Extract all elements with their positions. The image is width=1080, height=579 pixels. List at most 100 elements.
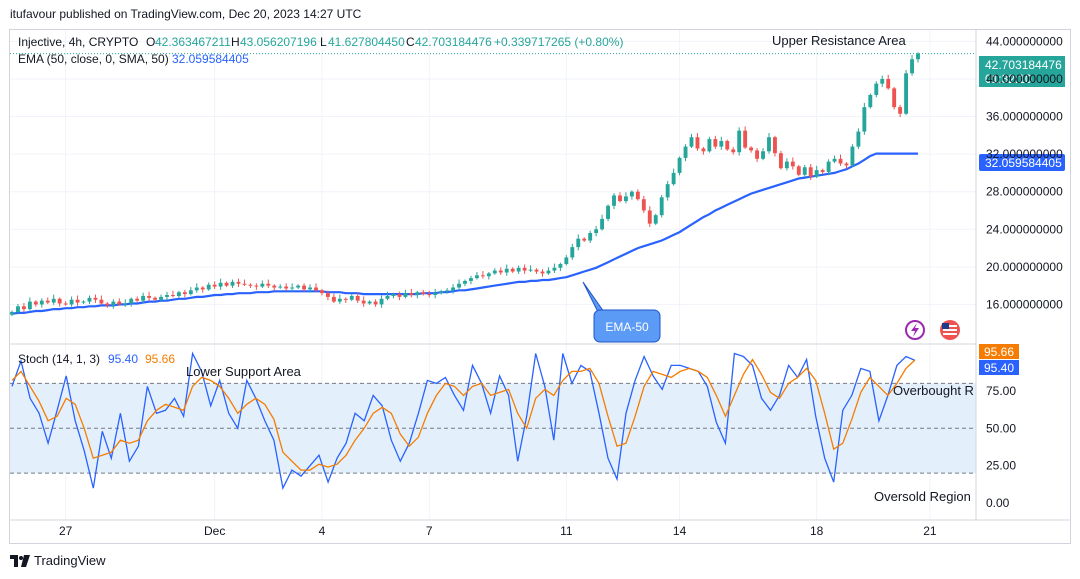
candle-body <box>159 296 163 300</box>
candle-body <box>63 303 68 305</box>
us-flag-icon[interactable] <box>940 320 960 340</box>
candle-body <box>117 301 122 305</box>
ema-50-line <box>11 152 918 315</box>
candle-body <box>659 197 664 216</box>
last-price-value: 42.703184476 <box>985 58 1062 72</box>
candle-body <box>349 295 354 300</box>
overbought-label: Overbought R <box>893 383 974 398</box>
candle-body <box>784 161 789 169</box>
candle-body <box>606 205 610 219</box>
candle-body <box>445 290 450 292</box>
candle-body <box>81 301 86 303</box>
candle-body <box>236 281 241 284</box>
candle-body <box>248 284 253 286</box>
candle-body <box>325 293 330 297</box>
candle-body <box>552 267 557 271</box>
candle-body <box>588 233 593 241</box>
candle-body <box>802 167 807 175</box>
candle-body <box>474 275 479 279</box>
candle-body <box>331 296 336 302</box>
candle-body <box>439 291 444 294</box>
candle-body <box>594 229 599 234</box>
candle-body <box>290 287 295 289</box>
price-tick-label: 40.000000000 <box>986 72 1063 86</box>
price-tick-label: 20.000000000 <box>986 260 1063 274</box>
candle-body <box>522 267 527 271</box>
candle-body <box>486 273 491 277</box>
candle-body <box>778 153 783 169</box>
time-tick-label: 7 <box>426 524 433 538</box>
candle-body <box>635 191 640 200</box>
candle-body <box>361 300 366 304</box>
candle-body <box>576 238 581 248</box>
candle-body <box>886 78 891 89</box>
candle-body <box>749 147 754 151</box>
candle-body <box>546 270 551 274</box>
candle-body <box>200 287 205 290</box>
candle-body <box>653 215 658 224</box>
candle-body <box>45 300 50 303</box>
ema-callout: EMA-50 <box>582 281 661 343</box>
stoch-legend-d: 95.66 <box>145 352 175 366</box>
candle-body <box>242 283 247 285</box>
candle-body <box>230 281 235 286</box>
candle-body <box>564 257 569 265</box>
stoch-k-badge: 95.40 <box>984 361 1014 375</box>
price-tick-label: 44.000000000 <box>986 34 1063 48</box>
candle-body <box>111 301 116 306</box>
candle-body <box>427 294 432 296</box>
candle-body <box>892 88 897 108</box>
candle-body <box>27 301 32 310</box>
candle-body <box>743 130 748 148</box>
tradingview-footer[interactable]: TradingView <box>10 553 106 568</box>
candle-body <box>683 146 688 158</box>
candle-body <box>284 286 289 289</box>
candle-body <box>343 298 348 300</box>
ema-legend-label[interactable]: EMA (50, close, 0, SMA, 50) <box>18 52 169 66</box>
candle-body <box>808 167 813 177</box>
candle-body <box>260 283 265 287</box>
flash-icon[interactable] <box>905 320 925 340</box>
candle-body <box>451 287 456 291</box>
candle-body <box>516 267 521 272</box>
candle-body <box>87 297 92 302</box>
candle-body <box>707 139 712 152</box>
candle-body <box>510 268 515 272</box>
candle-body <box>534 269 539 272</box>
candle-body <box>355 295 360 301</box>
candle-body <box>409 293 414 296</box>
candle-body <box>21 306 26 310</box>
candle-body <box>367 301 372 304</box>
candle-body <box>16 306 20 312</box>
ema-callout-text: EMA-50 <box>605 320 649 334</box>
symbol-label[interactable]: Injective, 4h, CRYPTO <box>18 35 138 49</box>
candle-body <box>10 311 14 315</box>
stoch-legend-label[interactable]: Stoch (14, 1, 3) <box>18 352 100 366</box>
candle-body <box>469 278 473 281</box>
stoch-tick-label: 0.00 <box>986 496 1010 510</box>
candle-body <box>206 284 211 290</box>
lower-support-label: Lower Support Area <box>186 364 302 379</box>
stoch-legend-k: 95.40 <box>108 352 138 366</box>
published-info: itufavour published on TradingView.com, … <box>10 7 362 21</box>
candle-body <box>254 285 259 287</box>
candle-body <box>391 294 396 296</box>
candle-body <box>415 292 420 296</box>
candle-body <box>33 301 38 305</box>
candle-body <box>767 137 771 152</box>
price-tick-label: 36.000000000 <box>986 110 1063 124</box>
candle-body <box>182 292 187 295</box>
stoch-tick-label: 50.00 <box>986 421 1016 435</box>
candle-body <box>916 53 920 60</box>
stoch-d-badge: 95.66 <box>984 345 1014 359</box>
candle-body <box>629 191 634 197</box>
candle-body <box>570 247 575 258</box>
candle-body <box>844 163 849 166</box>
time-tick-label: 21 <box>923 524 937 538</box>
ema-legend-value: 32.059584405 <box>172 52 249 66</box>
candle-body <box>129 298 134 304</box>
ema-badge-value: 32.059584405 <box>985 156 1062 170</box>
candle-body <box>194 287 199 291</box>
bar-countdown: 01:32:10 <box>985 72 1032 86</box>
